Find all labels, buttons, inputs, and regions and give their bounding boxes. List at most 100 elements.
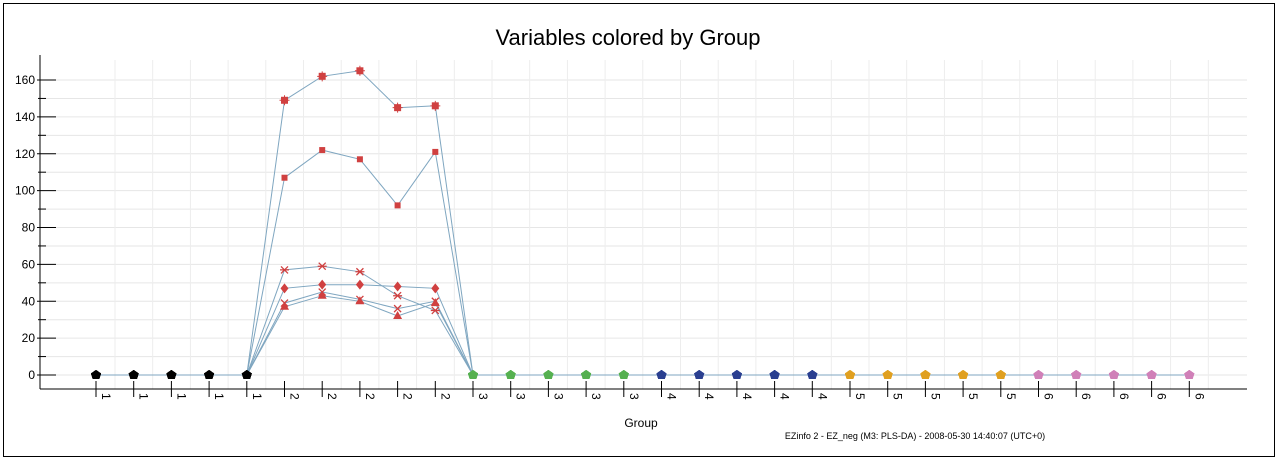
x-tick-label: 6: [1155, 393, 1169, 400]
x-axis-label: Group: [624, 416, 658, 430]
x-tick-label: 5: [966, 393, 980, 400]
x-tick-label: 6: [1192, 393, 1206, 400]
x-tick-label: 3: [551, 393, 565, 400]
x-tick-label: 5: [1004, 393, 1018, 400]
data-point: [356, 156, 363, 163]
data-point: [393, 291, 403, 300]
data-point: [731, 370, 742, 379]
x-tick-label: 2: [325, 393, 339, 400]
x-tick-label: 6: [1079, 393, 1093, 400]
data-point: [468, 370, 478, 379]
chart-footer: EZinfo 2 - EZ_neg (M3: PLS-DA) - 2008-05…: [785, 431, 1045, 441]
data-point: [393, 311, 403, 319]
x-tick-label: 4: [740, 393, 754, 400]
data-point: [317, 290, 327, 299]
data-point: [393, 304, 402, 313]
x-tick-label: 1: [99, 393, 113, 400]
x-tick-label: 3: [589, 393, 603, 400]
data-point: [618, 370, 629, 379]
data-point: [280, 301, 289, 310]
data-point: [317, 262, 327, 271]
data-point: [1184, 370, 1195, 379]
grid-lines: [40, 60, 1247, 389]
data-point: [1071, 370, 1082, 379]
x-tick-label: 4: [702, 393, 716, 400]
data-point: [280, 283, 289, 294]
data-point: [128, 370, 139, 379]
series-line: [96, 295, 1190, 376]
y-axis-ticks: 0 20 40 60 80 100 120 140 160: [15, 73, 56, 382]
data-point: [280, 265, 289, 274]
data-point: [430, 306, 440, 315]
x-tick-label: 1: [174, 393, 188, 400]
x-tick-label: 6: [1117, 393, 1131, 400]
x-tick-label: 6: [1042, 393, 1056, 400]
y-tick-label: 80: [22, 221, 36, 235]
y-tick-label: 140: [15, 110, 35, 124]
data-point: [355, 279, 364, 290]
x-tick-label: 5: [891, 393, 905, 400]
data-point: [430, 298, 440, 307]
data-point: [431, 283, 440, 294]
data-point: [91, 370, 101, 379]
x-tick-label: 3: [627, 393, 641, 400]
data-point: [318, 279, 327, 290]
x-tick-label: 2: [401, 393, 415, 400]
x-tick-label: 2: [288, 393, 302, 400]
data-point: [769, 370, 780, 379]
data-point: [281, 174, 288, 181]
data-point: [241, 370, 252, 379]
data-point: [958, 370, 969, 379]
x-tick-label: 1: [212, 393, 226, 400]
y-tick-label: 0: [28, 368, 35, 382]
data-point: [581, 370, 592, 379]
x-tick-label: 2: [438, 393, 452, 400]
data-point: [543, 370, 554, 379]
y-tick-label: 120: [15, 147, 35, 161]
series-lines: [96, 70, 1190, 376]
x-tick-label: 5: [853, 393, 867, 400]
x-tick-label: 2: [363, 393, 377, 400]
x-tick-label: 1: [137, 393, 151, 400]
data-point-accent: [430, 100, 441, 111]
data-point: [920, 370, 931, 379]
x-tick-label: 1: [250, 393, 264, 400]
x-tick-label: 3: [514, 393, 528, 400]
y-tick-label: 160: [15, 73, 35, 87]
chart-title: Variables colored by Group: [496, 25, 761, 50]
data-point: [204, 370, 215, 379]
data-point: [166, 370, 177, 379]
data-point: [319, 147, 326, 154]
data-point: [807, 370, 818, 379]
y-tick-label: 60: [22, 257, 36, 271]
data-point-accent: [354, 65, 365, 76]
x-tick-label: 4: [665, 393, 679, 400]
x-tick-label: 5: [928, 393, 942, 400]
data-markers: [91, 65, 1195, 379]
x-tick-label: 4: [778, 393, 792, 400]
data-point: [393, 281, 402, 292]
x-axis-ticks: 1 1 1 1 1 2 2 2 2 2 3 3 3 3 3 4 4 4 4 4 5 5 5 5 5 6 6 6 6 6: [95, 381, 1206, 400]
data-point: [432, 148, 439, 155]
y-tick-label: 20: [22, 331, 36, 345]
data-point: [355, 296, 365, 305]
y-tick-label: 40: [22, 294, 36, 308]
data-point: [656, 370, 667, 379]
x-tick-label: 4: [815, 393, 829, 400]
chart-frame: [3, 3, 1275, 457]
y-tick-label: 100: [15, 184, 35, 198]
data-point: [394, 202, 401, 209]
x-tick-label: 3: [476, 393, 490, 400]
axes: [39, 55, 1247, 390]
data-point: [1108, 370, 1119, 379]
data-point: [355, 267, 365, 276]
data-point: [995, 370, 1006, 379]
data-point: [1146, 370, 1157, 379]
data-point: [845, 370, 855, 379]
data-point-accent: [392, 102, 403, 113]
data-point-accent: [279, 95, 290, 106]
data-point: [882, 370, 893, 379]
data-point-accent: [317, 71, 328, 82]
data-point: [1033, 370, 1044, 379]
